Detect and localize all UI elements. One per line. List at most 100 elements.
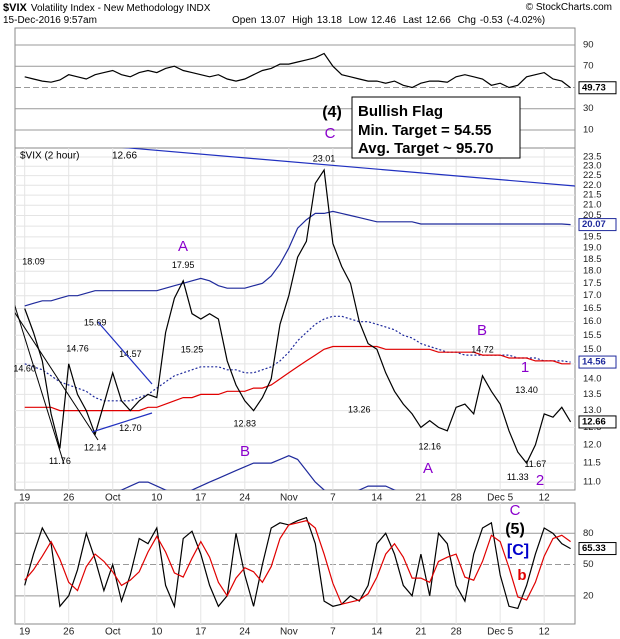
wave-label: [C] <box>507 542 529 559</box>
x-tick-label: 26 <box>63 627 75 638</box>
y-tick-label: 11.0 <box>583 477 601 488</box>
y-tick-label: 11.5 <box>583 458 601 469</box>
last-value-tag <box>578 218 617 232</box>
flag-line <box>91 412 153 433</box>
plot-area <box>24 168 572 490</box>
y-tick-label: 22.0 <box>583 180 602 191</box>
quote-row: Open 13.07 High 13.18 Low 12.46 Last 12.66 C… <box>232 15 549 26</box>
y-tick-label: 20 <box>583 590 594 601</box>
wave-label: (4) <box>322 104 342 121</box>
y-tick-label: 13.5 <box>583 389 602 400</box>
price-panel-label: $VIX (2 hour) <box>20 151 79 162</box>
x-tick-label: 17 <box>195 627 207 638</box>
y-tick-label: 50 <box>583 559 594 570</box>
x-tick-label: 24 <box>239 627 251 638</box>
x-tick-label: 21 <box>415 493 427 504</box>
x-tick-label: 12 <box>539 627 551 638</box>
price-label: 12.70 <box>119 423 142 433</box>
x-tick-label: Oct <box>105 627 121 638</box>
price-label: 18.09 <box>22 256 45 266</box>
plot-area <box>24 52 571 89</box>
price-label: 14.57 <box>119 349 142 359</box>
x-tick-label: 26 <box>63 493 75 504</box>
last-value-tag <box>578 542 617 556</box>
wave-label: B <box>477 322 487 339</box>
series-line <box>24 52 571 89</box>
x-tick-label: 19 <box>19 493 31 504</box>
price-label: 15.69 <box>84 317 107 327</box>
last-value-label: 12.66 <box>582 416 606 427</box>
wave-label: A <box>423 460 433 477</box>
quote-label: Open <box>232 15 257 26</box>
quote-value: 12.46 <box>371 15 397 26</box>
price-label: 11.67 <box>524 459 546 469</box>
x-tick-label: 14 <box>371 493 383 504</box>
wave-label: A <box>178 238 188 255</box>
header-title: $VIX Volatility Index - New Methodology I… <box>3 2 214 14</box>
quote-value: (-4.02%) <box>506 15 546 26</box>
flag-line <box>97 321 153 385</box>
x-tick-label: 17 <box>195 493 207 504</box>
y-tick-label: 17.0 <box>583 290 602 301</box>
price-label: 11.33 <box>507 472 529 482</box>
y-tick-label: 12.0 <box>583 439 602 450</box>
x-tick-label: 10 <box>151 493 163 504</box>
last-value-label: 14.56 <box>582 357 606 368</box>
y-tick-label: 22.5 <box>583 170 602 181</box>
price-label: 14.72 <box>471 345 494 355</box>
y-tick-label: 16.5 <box>583 303 602 314</box>
symbol: $VIX <box>3 2 27 14</box>
trend-line <box>15 304 65 465</box>
wave-label: b <box>517 567 526 584</box>
trend-lines <box>15 148 575 465</box>
x-tick-label: 12 <box>539 493 551 504</box>
overlay-line <box>24 315 571 402</box>
trend-line <box>15 312 99 441</box>
quote-label: Low <box>348 15 368 26</box>
wave-label: C <box>510 502 521 519</box>
x-tick-label: 7 <box>330 493 336 504</box>
y-tick-label: 70 <box>583 61 594 72</box>
y-tick-label: 10 <box>583 124 594 135</box>
overlay-line <box>24 345 571 412</box>
last-value-tag <box>578 81 617 95</box>
callout-text: Avg. Target ~ 95.70 <box>358 140 493 157</box>
y-tick-label: 80 <box>583 528 594 539</box>
y-tick-label: 23.0 <box>583 161 602 172</box>
header-date: 15-Dec-2016 9:57am <box>3 15 97 26</box>
y-tick-label: 15.0 <box>583 344 602 355</box>
price-label: 13.40 <box>515 385 538 395</box>
price-panel-last: 12.66 <box>112 151 137 162</box>
x-tick-label: 10 <box>151 627 163 638</box>
quote-value: 13.18 <box>316 15 342 26</box>
callout-text: Bullish Flag <box>358 103 443 120</box>
x-tick-label: Nov <box>280 627 298 638</box>
price-label: 23.01 <box>313 153 336 163</box>
series-line <box>24 168 572 465</box>
quote-value: 12.66 <box>425 15 451 26</box>
wave-label: B <box>240 443 250 460</box>
trend-line <box>122 148 575 187</box>
price-label: 15.25 <box>181 345 204 355</box>
wave-label: 1 <box>521 359 529 376</box>
price-label: 12.16 <box>418 442 441 452</box>
last-value-label: 20.07 <box>582 219 606 230</box>
y-tick-label: 13.0 <box>583 405 602 416</box>
last-value-label: 49.73 <box>582 82 606 93</box>
wave-label: C <box>325 125 336 142</box>
y-tick-label: 15.5 <box>583 330 602 341</box>
price-label: 17.95 <box>172 260 195 270</box>
y-tick-label: 19.0 <box>583 243 602 254</box>
quote-label: Last <box>402 15 422 26</box>
price-label: 14.60 <box>13 363 36 373</box>
y-tick-label: 18.5 <box>583 254 602 265</box>
x-tick-label: Dec 5 <box>487 627 514 638</box>
wave-label: 2 <box>536 472 544 489</box>
y-tick-label: 18.0 <box>583 266 602 277</box>
callout-text: Min. Target = 54.55 <box>358 122 492 139</box>
copyright: © StockCharts.com <box>525 2 612 13</box>
last-value-tag <box>578 415 617 429</box>
x-tick-label: 28 <box>451 627 463 638</box>
